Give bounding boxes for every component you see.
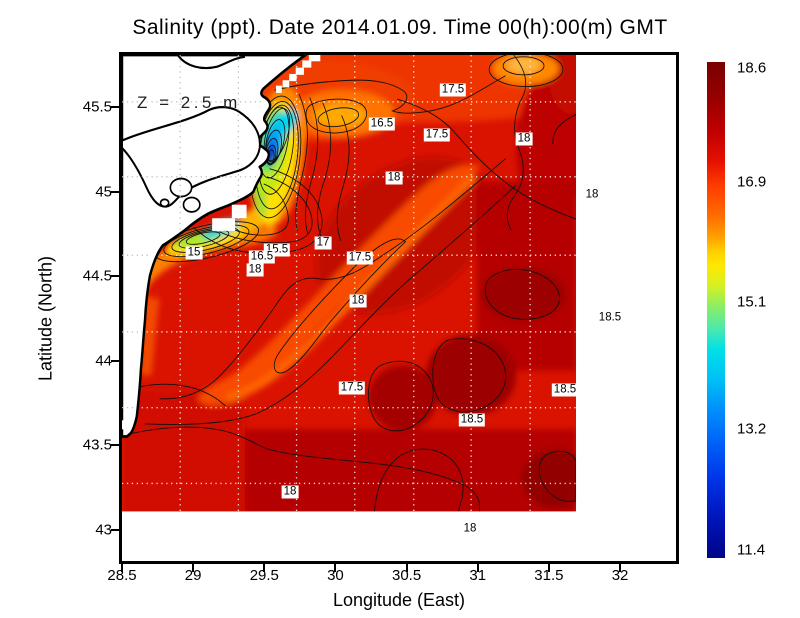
x-axis-title: Longitude (East) bbox=[332, 590, 466, 610]
y-tick bbox=[111, 359, 119, 362]
lagoons bbox=[122, 55, 261, 213]
x-tick bbox=[547, 564, 550, 572]
x-tick-label: 31 bbox=[469, 567, 487, 584]
y-tick-label: 44.5 bbox=[82, 267, 112, 285]
y-tick bbox=[111, 529, 119, 531]
contour-label: 18 bbox=[246, 263, 264, 277]
colorbar-tick-label: 13.2 bbox=[737, 420, 767, 438]
x-tick-label: 31.5 bbox=[534, 567, 564, 584]
x-tick bbox=[334, 564, 337, 572]
contour-label: 17.5 bbox=[338, 381, 366, 395]
plot-title: Salinity (ppt). Date 2014.01.09. Time 00… bbox=[132, 16, 668, 39]
masked-cells bbox=[122, 55, 321, 430]
x-tick bbox=[192, 564, 195, 572]
x-tick bbox=[405, 564, 408, 572]
contour-label: 18.5 bbox=[458, 413, 486, 427]
colorbar-tick-label: 15.1 bbox=[737, 293, 767, 311]
x-tick-label: 30.5 bbox=[391, 567, 422, 584]
y-axis-title: Latitude (North) bbox=[36, 256, 57, 381]
contour-label: 15 bbox=[185, 246, 203, 260]
x-tick-label: 28.5 bbox=[107, 567, 137, 584]
x-tick bbox=[263, 564, 266, 572]
contour-label: 18.5 bbox=[551, 383, 579, 397]
contour-label: 17.5 bbox=[423, 128, 451, 142]
plot-frame bbox=[119, 52, 679, 564]
contour-label: 18.5 bbox=[596, 311, 624, 325]
x-tick bbox=[121, 564, 123, 572]
sea-field bbox=[122, 55, 577, 512]
x-tick bbox=[619, 564, 622, 572]
y-tick-label: 45.5 bbox=[82, 98, 112, 116]
x-tick-label: 30 bbox=[327, 567, 344, 584]
contour-label: 18 bbox=[385, 171, 403, 185]
contour-label: 16.5 bbox=[368, 117, 396, 131]
y-tick-label: 43.5 bbox=[82, 436, 112, 454]
contour-label: 17.5 bbox=[439, 83, 467, 97]
contour-label: 18 bbox=[515, 132, 533, 146]
colorbar-tick-label: 18.6 bbox=[737, 59, 767, 77]
y-tick bbox=[111, 275, 119, 278]
colorbar-tick-label: 16.9 bbox=[737, 173, 767, 191]
contour-label: 17 bbox=[314, 236, 332, 250]
x-tick-label: 32 bbox=[611, 567, 629, 584]
contour-label: 18 bbox=[461, 522, 479, 536]
colorbar-tick-label: 11.4 bbox=[737, 541, 766, 559]
salinity-map bbox=[122, 55, 577, 512]
y-tick-label: 43 bbox=[95, 521, 112, 539]
y-tick bbox=[111, 444, 119, 447]
contour-label: 18 bbox=[583, 188, 601, 202]
depth-annotation: Z = 2.5 m bbox=[137, 93, 241, 112]
contour-label: 18 bbox=[281, 485, 299, 499]
graticule-land bbox=[122, 55, 263, 409]
y-tick bbox=[111, 190, 119, 193]
y-axis-title-text: Latitude (North) bbox=[35, 255, 56, 382]
y-tick bbox=[111, 106, 119, 108]
contour-label: 17.5 bbox=[346, 251, 374, 265]
land-mask bbox=[122, 55, 321, 438]
y-tick-label: 44 bbox=[95, 352, 112, 370]
contour-label: 18 bbox=[349, 294, 367, 308]
x-tick-label: 29 bbox=[184, 567, 202, 584]
x-tick bbox=[476, 564, 479, 572]
x-tick-label: 29.5 bbox=[249, 567, 279, 584]
contour-label: 16.5 bbox=[248, 250, 276, 264]
y-tick-label: 45 bbox=[95, 183, 112, 201]
colorbar bbox=[707, 62, 725, 558]
